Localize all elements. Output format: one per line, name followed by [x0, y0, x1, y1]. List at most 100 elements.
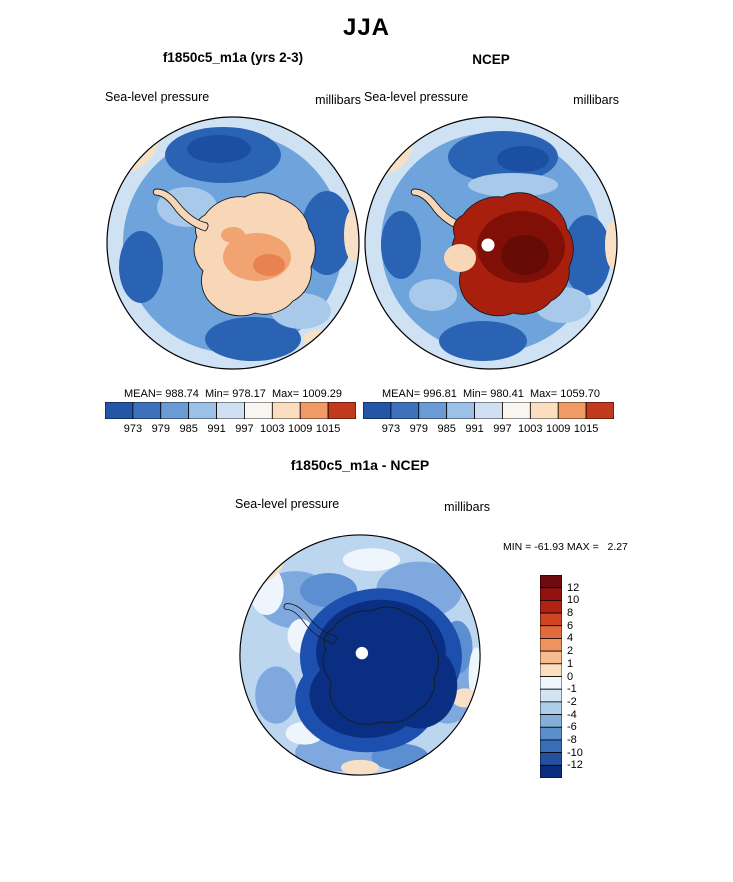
colorbar-box	[540, 739, 562, 754]
colorbar-box	[363, 402, 392, 419]
colorbar-box	[418, 402, 448, 419]
low-pressure-blob-south	[205, 317, 301, 361]
model-stats: MEAN= 988.74 Min= 978.17 Max= 1009.29	[123, 388, 342, 400]
obs-stats: MEAN= 996.81 Min= 980.41 Max= 1059.70	[381, 388, 600, 400]
diff-colorbar	[540, 575, 562, 778]
colorbar-box	[271, 402, 301, 419]
model-colorbar-ticks: 973 979 985 991 997 1003 1009 1015	[105, 423, 356, 437]
obs-units-label: millibars	[573, 93, 619, 107]
colorbar-box	[188, 402, 217, 419]
colorbar-tick: 4	[567, 632, 574, 645]
low-pressure-blob-south	[439, 321, 527, 361]
obs-variable-label: Sea-level pressure	[364, 90, 469, 104]
colorbar-tick: -4	[567, 708, 577, 721]
colorbar-box	[132, 402, 162, 419]
interior-high-blob-2	[221, 227, 245, 243]
colorbar-box	[540, 638, 562, 652]
colorbar-tick: 979	[151, 423, 170, 435]
interior-high-core	[253, 254, 285, 276]
diff-pale-patch-west	[249, 565, 284, 615]
colorbar-tick: 2	[567, 645, 574, 658]
diff-units-label: millibars	[444, 500, 490, 514]
colorbar-tick: 973	[381, 423, 401, 435]
colorbar-box	[216, 402, 245, 419]
colorbar-box	[540, 726, 562, 741]
low-pressure-blob-west	[119, 231, 163, 303]
diff-minmax: MIN = -61.93 MAX = 2.27	[503, 541, 628, 553]
colorbar-box	[540, 663, 562, 677]
diff-panel-title: f1850c5_m1a - NCEP	[290, 457, 430, 473]
model-map	[106, 116, 360, 370]
colorbar-box	[244, 402, 273, 419]
colorbar-tick: -2	[567, 695, 577, 708]
map-outline	[364, 116, 618, 370]
colorbar-tick: 1003	[260, 423, 285, 435]
colorbar-tick: 12	[567, 581, 580, 594]
model-panel-title: f1850c5_m1a (yrs 2-3)	[162, 50, 304, 65]
diff-blue-blob-west	[255, 666, 298, 724]
colorbar-box	[540, 701, 562, 715]
colorbar-tick: -6	[567, 721, 577, 734]
colorbar-tick: 1015	[315, 423, 341, 435]
map-outline	[106, 116, 360, 370]
low-pressure-blob-west	[381, 211, 421, 279]
colorbar-tick: 985	[437, 423, 456, 435]
colorbar-tick: -10	[567, 746, 583, 759]
colorbar-tick: 6	[567, 619, 574, 632]
model-units-label: millibars	[315, 93, 361, 107]
interior-warm-patch-west	[444, 244, 476, 272]
colorbar-box	[540, 650, 562, 665]
pole-hole-dot	[481, 238, 495, 252]
colorbar-box	[446, 402, 475, 419]
colorbar-box	[540, 625, 562, 639]
warm-rim-patch-se	[303, 330, 335, 348]
colorbar-box	[160, 402, 190, 419]
colorbar-tick: 8	[567, 607, 574, 620]
colorbar-box	[105, 402, 134, 419]
colorbar-box	[540, 587, 562, 601]
colorbar-tick: 1015	[573, 423, 599, 435]
diff-pale-patch-north	[342, 548, 401, 572]
colorbar-box	[540, 599, 562, 614]
map-outline	[239, 534, 481, 776]
colorbar-tick: 1003	[518, 423, 543, 435]
light-ocean-band-north	[468, 173, 558, 197]
low-pressure-core-north	[497, 146, 549, 172]
colorbar-box	[529, 402, 559, 419]
colorbar-tick: 979	[409, 423, 428, 435]
colorbar-box	[502, 402, 531, 419]
diff-colorbar-ticks: 12 10 8 6 4 2 1 0 -1 -2 -4 -6 -8 -10 -12	[567, 575, 597, 778]
diff-variable-label: Sea-level pressure	[235, 497, 340, 511]
colorbar-box	[540, 612, 562, 627]
interior-high-core-2	[501, 235, 549, 275]
colorbar-tick: -8	[567, 734, 577, 746]
colorbar-box	[540, 714, 562, 728]
colorbar-tick: 991	[207, 423, 226, 435]
low-pressure-core-north	[187, 135, 251, 163]
colorbar-box	[390, 402, 420, 419]
pole-hole-dot	[355, 646, 369, 660]
colorbar-box	[327, 402, 356, 419]
colorbar-tick: 10	[567, 594, 580, 607]
light-ocean-patch-sw	[409, 279, 457, 311]
diff-deepest-blob-3	[380, 642, 458, 729]
season-title: JJA	[342, 14, 391, 41]
colorbar-tick: 985	[179, 423, 198, 435]
colorbar-tick: 997	[235, 423, 254, 435]
colorbar-box	[540, 764, 562, 778]
low-pressure-blob-east	[563, 215, 611, 295]
colorbar-box	[585, 402, 614, 419]
warm-rim-patch-south	[340, 759, 380, 776]
colorbar-box	[540, 676, 562, 690]
colorbar-box	[540, 752, 562, 766]
colorbar-box	[540, 575, 562, 589]
colorbar-box	[299, 402, 329, 419]
colorbar-tick: -1	[567, 683, 577, 696]
obs-panel-title: NCEP	[472, 52, 510, 67]
colorbar-tick: 991	[465, 423, 484, 435]
colorbar-box	[557, 402, 587, 419]
colorbar-tick: 973	[123, 423, 143, 435]
colorbar-tick: 0	[567, 670, 574, 683]
model-colorbar	[105, 402, 356, 419]
obs-colorbar	[363, 402, 614, 419]
